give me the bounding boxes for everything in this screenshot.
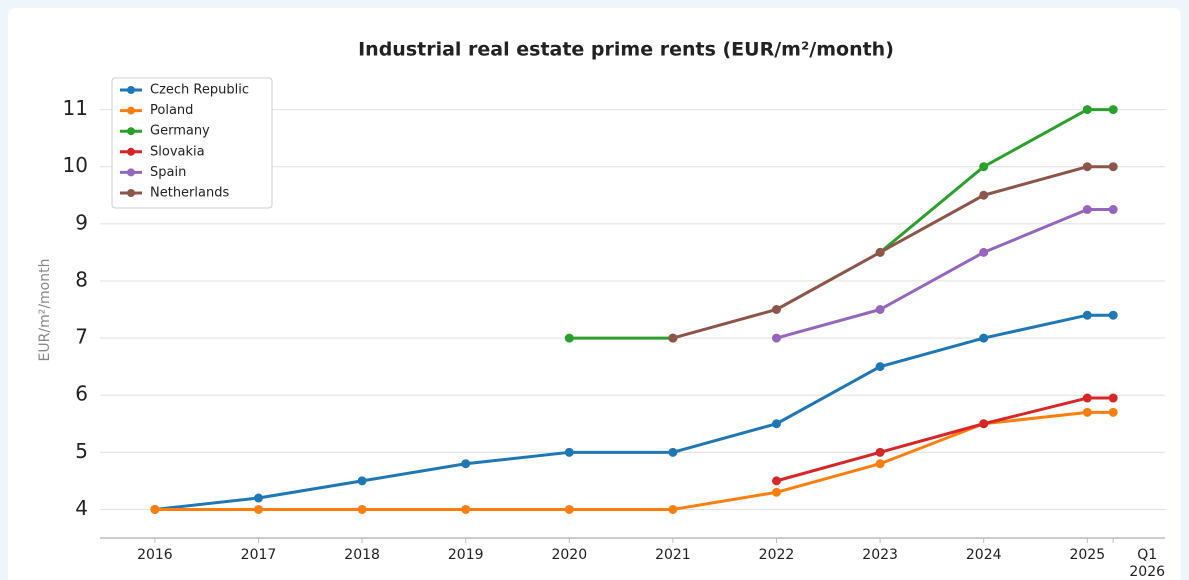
data-point xyxy=(979,162,989,172)
data-point xyxy=(150,504,160,514)
panel xyxy=(8,8,1181,580)
data-point xyxy=(875,305,885,314)
data-point xyxy=(979,419,989,429)
data-point xyxy=(772,419,782,429)
data-point xyxy=(1082,162,1092,172)
data-point xyxy=(1082,407,1092,417)
data-point xyxy=(1108,393,1118,403)
x-tick-label: 2018 xyxy=(344,547,380,563)
legend-label: Czech Republic xyxy=(150,83,249,98)
legend-marker xyxy=(127,106,135,115)
data-point xyxy=(979,247,989,257)
x-tick-label-line: 2026 xyxy=(1129,564,1165,580)
data-point xyxy=(1082,105,1092,115)
x-tick-label: 2019 xyxy=(448,547,484,563)
x-tick-label: Q1 2026 xyxy=(1129,547,1165,580)
data-point xyxy=(357,504,367,514)
y-tick-label: 8 xyxy=(75,267,88,291)
legend-marker xyxy=(127,127,135,136)
data-point xyxy=(1108,310,1118,320)
data-point xyxy=(461,504,471,514)
data-point xyxy=(668,333,678,343)
x-tick-label: 2025 xyxy=(1069,547,1105,563)
data-point xyxy=(254,493,264,503)
x-tick-label: 2023 xyxy=(862,547,898,563)
x-tick-label: 2017 xyxy=(241,547,277,563)
y-tick-label: 11 xyxy=(63,96,88,120)
y-tick-label: 9 xyxy=(75,210,88,234)
x-tick-label-line: Q1 xyxy=(1137,547,1157,563)
y-tick-label: 6 xyxy=(75,382,88,406)
legend-label: Spain xyxy=(150,165,186,180)
chart-title: Industrial real estate prime rents (EUR/… xyxy=(358,39,894,61)
legend-marker xyxy=(127,147,135,156)
data-point xyxy=(979,333,989,343)
x-tick-label: 2020 xyxy=(551,547,587,563)
data-point xyxy=(1108,205,1118,215)
data-point xyxy=(875,459,885,469)
data-point xyxy=(875,362,885,372)
y-tick-label: 4 xyxy=(75,496,88,520)
data-point xyxy=(772,476,782,486)
y-tick-label: 7 xyxy=(75,325,88,349)
legend-label: Poland xyxy=(150,103,193,118)
data-point xyxy=(1108,162,1118,172)
x-tick-label: 2016 xyxy=(137,547,173,563)
data-point xyxy=(1108,407,1118,417)
data-point xyxy=(564,504,574,514)
y-axis-label: EUR/m²/month xyxy=(37,259,53,362)
legend-label: Slovakia xyxy=(150,144,205,159)
legend-marker xyxy=(127,86,135,94)
data-point xyxy=(564,447,574,457)
data-point xyxy=(357,476,367,486)
x-tick-label: 2021 xyxy=(655,547,691,563)
data-point xyxy=(979,190,989,200)
legend-label: Germany xyxy=(150,124,210,139)
y-tick-label: 5 xyxy=(75,439,88,463)
legend-box xyxy=(111,77,273,209)
legend-label: Netherlands xyxy=(150,186,229,201)
data-point xyxy=(461,459,471,469)
data-point xyxy=(1082,310,1092,320)
y-tick-label: 10 xyxy=(63,153,88,177)
data-point xyxy=(254,504,264,514)
data-point xyxy=(1108,105,1118,115)
data-point xyxy=(875,247,885,257)
data-point xyxy=(772,487,782,497)
data-point xyxy=(564,333,574,343)
legend-marker xyxy=(127,189,135,197)
data-point xyxy=(1082,393,1092,403)
data-point xyxy=(668,504,678,514)
data-point xyxy=(772,305,782,314)
data-point xyxy=(668,447,678,457)
x-tick-label: 2022 xyxy=(759,547,795,563)
legend-marker xyxy=(127,168,135,177)
data-point xyxy=(772,333,782,343)
x-tick-label: 2024 xyxy=(966,547,1002,563)
data-point xyxy=(875,447,885,457)
data-point xyxy=(1082,205,1092,215)
series-line xyxy=(569,108,1114,340)
